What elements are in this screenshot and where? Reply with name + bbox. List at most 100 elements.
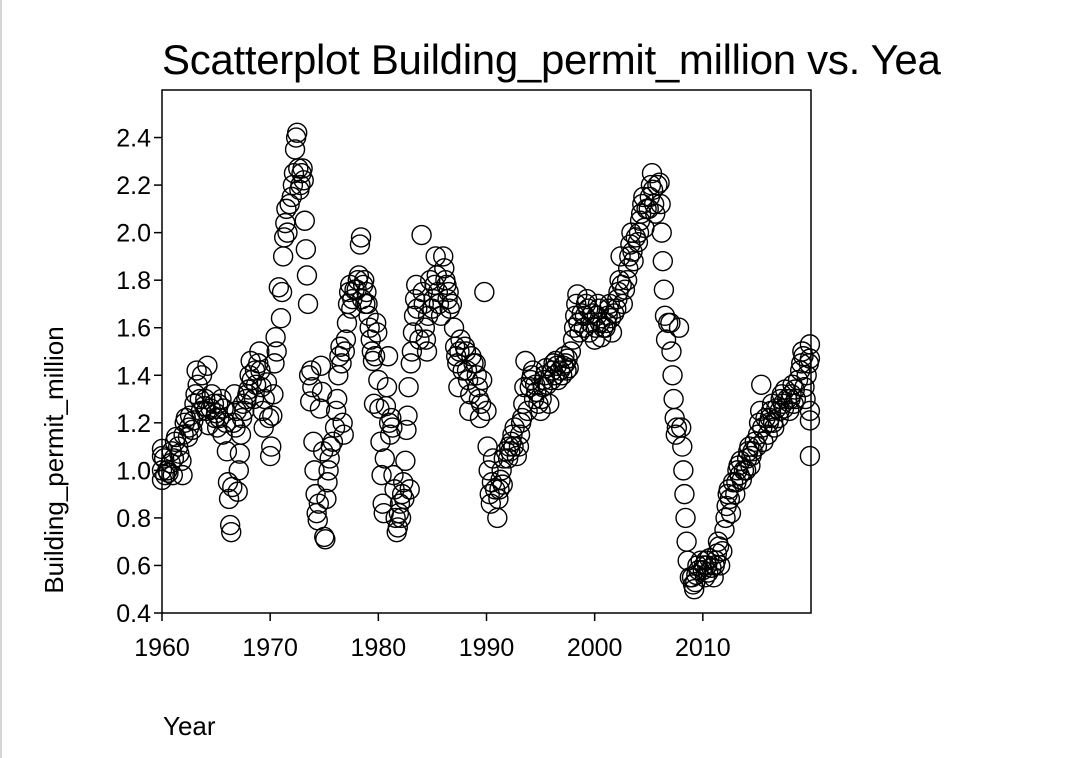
data-point — [172, 464, 193, 486]
data-point — [397, 405, 418, 426]
data-point — [434, 258, 455, 279]
data-point — [368, 369, 389, 391]
data-point — [322, 431, 344, 453]
x-tick-label: 1960 — [134, 634, 190, 662]
data-point — [668, 317, 690, 338]
data-point — [377, 346, 399, 367]
data-point — [796, 365, 817, 386]
data-point — [439, 298, 460, 319]
data-point — [539, 393, 560, 414]
data-point — [197, 355, 218, 376]
data-point — [554, 346, 575, 367]
data-point — [330, 336, 351, 357]
data-point — [381, 407, 402, 429]
data-point — [213, 398, 234, 419]
data-point — [725, 483, 746, 505]
chart-title: Scatterplot Building_permit_million vs. … — [162, 36, 941, 83]
data-point — [215, 412, 237, 434]
data-point — [606, 298, 627, 319]
data-point — [378, 412, 400, 434]
data-point — [467, 376, 489, 398]
data-point — [276, 198, 297, 220]
data-point — [320, 436, 341, 457]
data-point — [508, 436, 530, 457]
data-point — [293, 170, 314, 191]
y-tick-label: 2.4 — [116, 125, 151, 153]
data-point — [219, 514, 241, 536]
data-point — [271, 281, 293, 303]
data-point — [712, 540, 733, 562]
y-tick-label: 2.2 — [116, 172, 151, 200]
data-point — [412, 281, 433, 303]
data-point — [310, 355, 332, 376]
data-point — [653, 279, 675, 300]
x-axis-ticks: 1960 1970 1980 1990 2000 2010 — [134, 613, 731, 662]
data-point — [526, 381, 547, 403]
data-point — [491, 460, 512, 481]
data-point — [674, 483, 695, 505]
data-point — [333, 424, 354, 445]
data-point — [272, 246, 294, 267]
data-point — [263, 384, 284, 405]
data-point — [295, 239, 317, 260]
data-point — [380, 424, 401, 445]
y-tick-label: 2.0 — [116, 220, 151, 248]
data-point — [469, 407, 491, 429]
data-point — [342, 289, 363, 310]
data-point — [248, 353, 269, 374]
data-point — [395, 450, 416, 472]
data-point — [396, 419, 417, 441]
data-point — [415, 329, 437, 350]
data-point — [393, 472, 414, 493]
data-point — [363, 393, 385, 414]
data-point — [294, 210, 315, 231]
data-point — [216, 441, 238, 462]
data-point — [169, 443, 190, 464]
data-point — [334, 341, 356, 362]
data-point — [367, 322, 388, 343]
data-point — [560, 341, 582, 362]
data-point — [441, 293, 463, 315]
data-point — [398, 376, 419, 398]
data-point — [622, 241, 643, 262]
data-point — [221, 521, 242, 543]
data-point — [753, 431, 774, 453]
data-point — [477, 436, 498, 457]
data-point — [558, 357, 579, 379]
data-point — [288, 158, 309, 179]
data-point — [645, 203, 666, 224]
data-point — [600, 308, 622, 329]
data-point — [163, 448, 185, 469]
data-point — [623, 250, 644, 272]
data-point — [466, 365, 487, 386]
data-point — [364, 346, 386, 367]
y-tick-label: 0.8 — [116, 505, 151, 533]
data-point — [450, 329, 471, 350]
data-point — [590, 327, 612, 348]
data-point — [365, 312, 387, 334]
data-point — [231, 407, 253, 429]
data-point — [258, 407, 280, 429]
data-point — [652, 250, 674, 272]
data-point — [794, 376, 815, 398]
data-point — [261, 436, 282, 457]
data-point — [256, 372, 278, 393]
data-point — [616, 269, 638, 291]
data-point — [208, 393, 229, 414]
data-point — [703, 567, 724, 588]
data-point — [701, 557, 722, 579]
data-point — [506, 445, 527, 467]
data-point — [399, 479, 420, 500]
data-point — [265, 327, 286, 348]
y-tick-label: 1.8 — [116, 267, 151, 295]
data-point — [316, 488, 337, 510]
data-point — [416, 341, 438, 362]
data-point — [264, 353, 285, 374]
data-point — [178, 417, 200, 438]
data-point — [362, 350, 384, 372]
data-point — [155, 464, 176, 486]
data-point — [394, 488, 415, 510]
data-point — [681, 567, 703, 588]
data-point — [651, 222, 672, 243]
data-point — [751, 374, 772, 395]
